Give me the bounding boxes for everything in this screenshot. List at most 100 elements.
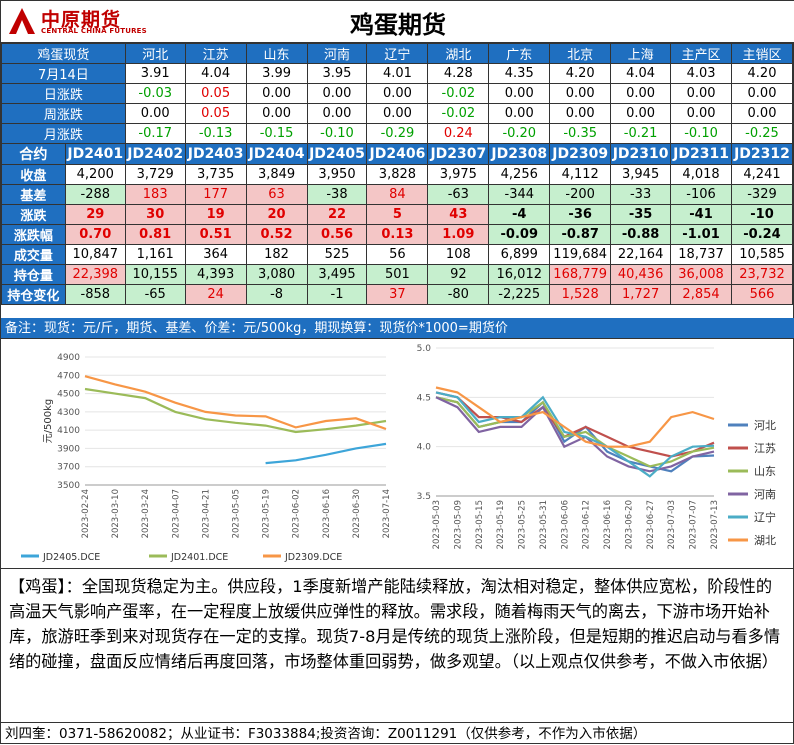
region-header: 湖北	[427, 43, 490, 64]
spot-cell: 0.00	[670, 103, 732, 124]
spot-cell: -0.15	[245, 123, 308, 144]
y-tick-label: 4300	[57, 408, 80, 418]
spot-cell: 0.00	[731, 103, 793, 124]
futures-cell: -33	[610, 184, 672, 205]
region-header: 主产区	[670, 43, 732, 64]
futures-cell: 1,727	[610, 284, 672, 305]
futures-cell: 2,854	[670, 284, 732, 305]
futures-cell: -65	[124, 284, 186, 305]
y-tick-label: 4.0	[417, 443, 432, 453]
futures-cell: -10	[731, 204, 793, 225]
futures-row-label: 涨跌幅	[1, 224, 66, 245]
region-header: 河南	[306, 43, 368, 64]
spot-cell: -0.25	[731, 123, 793, 144]
futures-cell: 3,828	[366, 164, 429, 185]
futures-cell: 108	[427, 244, 490, 265]
futures-cell: 20	[245, 204, 308, 225]
futures-cell: 0.70	[64, 224, 126, 245]
futures-cell: 0.52	[245, 224, 308, 245]
futures-row: 基差 -288 183 177 63 -38 84 -63 -344 -200 -33 -106 -32…	[1, 184, 793, 205]
contract-header: JD2404	[245, 143, 308, 165]
futures-cell: 36,008	[670, 264, 732, 285]
futures-cell: 177	[184, 184, 247, 205]
futures-cell: 10,155	[124, 264, 186, 285]
futures-cell: 56	[366, 244, 429, 265]
spot-cell: 0.00	[488, 83, 551, 104]
futures-cell: -200	[549, 184, 612, 205]
spot-row-label: 月涨跌	[1, 123, 126, 144]
charts-panel: 3500 3700 3900 4100 4300 4500 4700 4900 2023-02-…	[1, 339, 794, 569]
x-tick-label: 2023-07-14	[382, 489, 392, 538]
futures-cell: 1,528	[549, 284, 612, 305]
spot-cell: -0.20	[488, 123, 551, 144]
region-header: 辽宁	[366, 43, 429, 64]
spot-cell: 0.00	[610, 103, 672, 124]
spot-cell: 4.01	[366, 63, 429, 84]
x-tick-label: 2023-05-15	[475, 500, 485, 549]
futures-cell: 501	[366, 264, 429, 285]
x-tick-label: 2023-06-02	[292, 489, 302, 538]
spot-row-label: 7月14日	[1, 63, 126, 84]
futures-row: 持仓变化 -858 -65 24 -8 -1 37 -80 -2,225 1,528 1,727 2,…	[1, 284, 793, 305]
spot-cell: -0.29	[366, 123, 429, 144]
x-tick-label: 2023-05-03	[432, 500, 442, 549]
futures-cell: 10,585	[731, 244, 793, 265]
legend-label: JD2401.DCE	[170, 552, 228, 563]
futures-cell: 0.81	[124, 224, 186, 245]
spot-cell: 3.99	[245, 63, 308, 84]
logo-en: CENTRAL CHINA FUTURES	[41, 27, 147, 35]
spot-row-label: 日涨跌	[1, 83, 126, 104]
contract-header: JD2309	[549, 143, 612, 165]
series-line	[265, 442, 387, 465]
legend-label: 山东	[754, 465, 776, 478]
legend-label: JD2405.DCE	[42, 552, 100, 563]
spot-cell: 0.00	[366, 103, 429, 124]
futures-cell: 3,849	[245, 164, 308, 185]
legend-label: JD2309.DCE	[284, 552, 342, 563]
futures-cell: -8	[245, 284, 308, 305]
y-tick-label: 3700	[57, 463, 80, 473]
spot-cell: 0.00	[306, 103, 368, 124]
x-tick-label: 2023-03-24	[141, 489, 151, 538]
x-tick-label: 2023-05-19	[496, 500, 506, 549]
futures-cell: 22	[306, 204, 368, 225]
x-tick-label: 2023-06-30	[352, 489, 362, 538]
spot-cell: 4.04	[610, 63, 672, 84]
futures-row-label: 涨跌	[1, 204, 66, 225]
spot-cell: 0.00	[245, 83, 308, 104]
region-header: 主销区	[731, 43, 793, 64]
market-commentary: 【鸡蛋】：全国现货稳定为主。供应段，1季度新增产能陆续释放，淘汰相对稳定，整体供…	[9, 577, 781, 671]
futures-cell: -1	[306, 284, 368, 305]
contract-header: JD2308	[488, 143, 551, 165]
series-line	[84, 387, 387, 434]
spot-cell: 0.00	[670, 83, 732, 104]
spot-cell: 0.00	[549, 83, 612, 104]
spot-cell: 0.00	[366, 83, 429, 104]
spot-cell: 0.24	[427, 123, 490, 144]
x-tick-label: 2023-06-16	[603, 500, 613, 549]
contract-header: JD2406	[366, 143, 429, 165]
spot-cell: -0.10	[670, 123, 732, 144]
spot-cell: 3.95	[306, 63, 368, 84]
futures-cell: -858	[64, 284, 126, 305]
futures-cell: -1.01	[670, 224, 732, 245]
futures-row: 成交量 10,847 1,161 364 182 525 56 108 6,899 119,684…	[1, 244, 793, 265]
futures-cell: 4,241	[731, 164, 793, 185]
x-tick-label: 2023-07-07	[689, 500, 699, 549]
spot-cell: -0.21	[610, 123, 672, 144]
futures-cell: 4,200	[64, 164, 126, 185]
spot-cell: 4.28	[427, 63, 490, 84]
futures-cell: 4,112	[549, 164, 612, 185]
contract-header: JD2401	[64, 143, 126, 165]
spot-cell: 4.03	[670, 63, 732, 84]
x-tick-label: 2023-06-06	[560, 500, 570, 549]
x-tick-label: 2023-07-13	[710, 500, 720, 549]
futures-cell: -288	[64, 184, 126, 205]
spot-cell: -0.03	[124, 83, 186, 104]
logo-cn: 中原期货	[41, 9, 122, 31]
futures-cell: 22,398	[64, 264, 126, 285]
futures-cell: -344	[488, 184, 551, 205]
y-tick-label: 5.0	[417, 344, 432, 354]
logo-mark-icon	[9, 8, 35, 34]
